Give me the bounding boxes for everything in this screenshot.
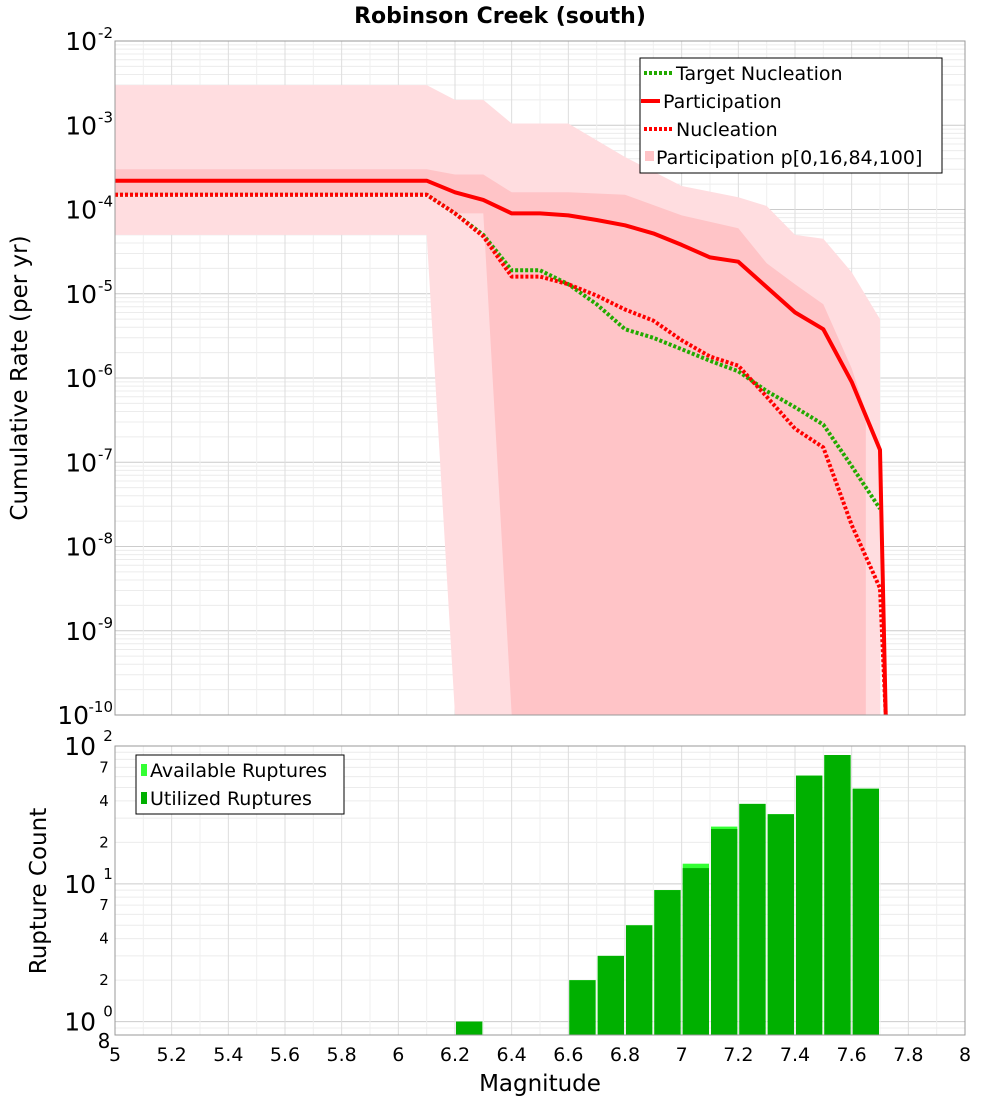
utilized-rupture-bar <box>626 925 653 1035</box>
rate-lines <box>115 178 888 716</box>
participation-bands <box>115 85 880 716</box>
bottom-y-minor-tick-label: 2 <box>99 833 109 851</box>
legend-participation-band-swatch <box>645 151 654 161</box>
top-y-tick-label: 10 <box>65 280 97 309</box>
bottom-y-minor-tick-label: 7 <box>99 896 109 914</box>
bottom-y-minor-tick-label: 4 <box>99 930 109 948</box>
legend-participation-band-label: Participation p[0,16,84,100] <box>656 147 922 169</box>
bottom-y-minor-tick-label: 4 <box>99 792 109 810</box>
utilized-rupture-bar <box>654 890 681 1035</box>
utilized-rupture-bar <box>796 775 823 1035</box>
top-y-tick-exponent: -10 <box>89 698 114 716</box>
x-tick-label: 5.2 <box>157 1044 187 1066</box>
bottom-y-tick-label: 10 <box>64 1008 96 1037</box>
legend-utilized-label: Utilized Ruptures <box>150 788 312 810</box>
bottom-y-tick-exponent: 0 <box>103 1003 113 1021</box>
bottom-gridlines <box>114 746 966 1035</box>
bottom-y-minor-tick-label: 8 <box>98 1029 111 1053</box>
participation-band-inner <box>115 169 866 716</box>
legend-utilized-swatch <box>141 792 147 804</box>
top-y-tick-label: 10 <box>65 196 97 225</box>
top-y-tick-exponent: -4 <box>98 193 113 211</box>
utilized-rupture-bar <box>569 980 596 1035</box>
top-y-tick-exponent: -6 <box>98 361 113 379</box>
x-tick-label: 6.2 <box>440 1044 470 1066</box>
top-y-tick-label: 10 <box>65 364 97 393</box>
top-y-tick-exponent: -2 <box>98 24 113 42</box>
x-tick-label: 6 <box>392 1044 404 1066</box>
x-tick-label: 7.2 <box>723 1044 753 1066</box>
rupture-bars <box>456 755 879 1035</box>
bottom-y-minor-tick-label: 2 <box>99 971 109 989</box>
x-axis-label: Magnitude <box>479 1071 601 1097</box>
x-tick-label: 6.4 <box>497 1044 527 1066</box>
x-tick-label: 6.8 <box>610 1044 640 1066</box>
x-tick-label: 7.8 <box>893 1044 923 1066</box>
utilized-rupture-bar <box>739 803 766 1035</box>
bottom-y-axis-label: Rupture Count <box>26 808 52 974</box>
top-y-tick-label: 10 <box>65 448 97 477</box>
utilized-rupture-bar <box>597 955 624 1035</box>
top-y-tick-exponent: -5 <box>98 277 113 295</box>
legend-target-nucleation-label: Target Nucleation <box>675 63 843 85</box>
top-y-tick-label: 10 <box>65 617 97 646</box>
top-legend-box <box>639 57 943 174</box>
bottom-y-tick-label: 10 <box>64 870 96 899</box>
nucleation-line <box>115 192 888 716</box>
x-tick-label: 7 <box>676 1044 688 1066</box>
top-y-tick-label: 10 <box>65 533 97 562</box>
legend-available-label: Available Ruptures <box>150 760 327 782</box>
top-y-tick-exponent: -9 <box>98 614 113 632</box>
bottom-legend: Available Ruptures Utilized Ruptures <box>135 754 345 815</box>
x-tick-labels: 5 5.2 5.4 5.6 5.8 6 6.2 6.4 6.6 6.8 7 7.2 7.4 7.6 7.8 8 <box>109 1044 971 1066</box>
x-tick-label: 5.6 <box>270 1044 300 1066</box>
bottom-legend-box <box>135 754 345 815</box>
x-tick-label: 6.6 <box>553 1044 583 1066</box>
top-y-tick-label: 10 <box>57 701 89 730</box>
utilized-rupture-bar <box>824 755 851 1035</box>
x-tick-label: 5.8 <box>327 1044 357 1066</box>
top-y-tick-label: 10 <box>65 27 97 56</box>
legend-participation-label: Participation <box>663 91 782 113</box>
top-y-tick-exponent: -7 <box>98 445 113 463</box>
utilized-rupture-bar <box>456 1021 483 1035</box>
participation-line <box>115 178 888 716</box>
utilized-rupture-bar <box>711 829 738 1035</box>
x-tick-label: 5 <box>109 1044 121 1066</box>
bottom-y-tick-label: 10 <box>64 732 96 761</box>
utilized-rupture-bar <box>682 868 709 1035</box>
x-tick-label: 8 <box>959 1044 971 1066</box>
top-legend: Target Nucleation Participation Nucleati… <box>639 57 943 174</box>
bottom-y-tick-exponent: 1 <box>103 865 113 883</box>
bottom-plot-frame <box>114 745 966 1036</box>
utilized-rupture-bar <box>767 814 794 1035</box>
bottom-y-tick-exponent: 2 <box>103 727 113 745</box>
utilized-rupture-bar <box>852 788 879 1035</box>
legend-available-swatch <box>141 764 147 776</box>
top-y-axis-label: Cumulative Rate (per yr) <box>7 235 33 520</box>
bottom-y-tick-labels: 10 0 10 1 10 2 8 2 4 7 2 4 7 <box>64 727 113 1053</box>
top-y-tick-label: 10 <box>65 111 97 140</box>
x-tick-label: 5.4 <box>213 1044 243 1066</box>
x-tick-label: 7.6 <box>837 1044 867 1066</box>
chart-title: Robinson Creek (south) <box>354 4 646 29</box>
top-y-tick-exponent: -3 <box>98 108 113 126</box>
bottom-y-minor-tick-label: 7 <box>99 758 109 776</box>
legend-nucleation-label: Nucleation <box>676 119 778 141</box>
top-plot-frame <box>114 40 966 716</box>
top-y-tick-exponent: -8 <box>98 530 113 548</box>
x-tick-label: 7.4 <box>780 1044 810 1066</box>
